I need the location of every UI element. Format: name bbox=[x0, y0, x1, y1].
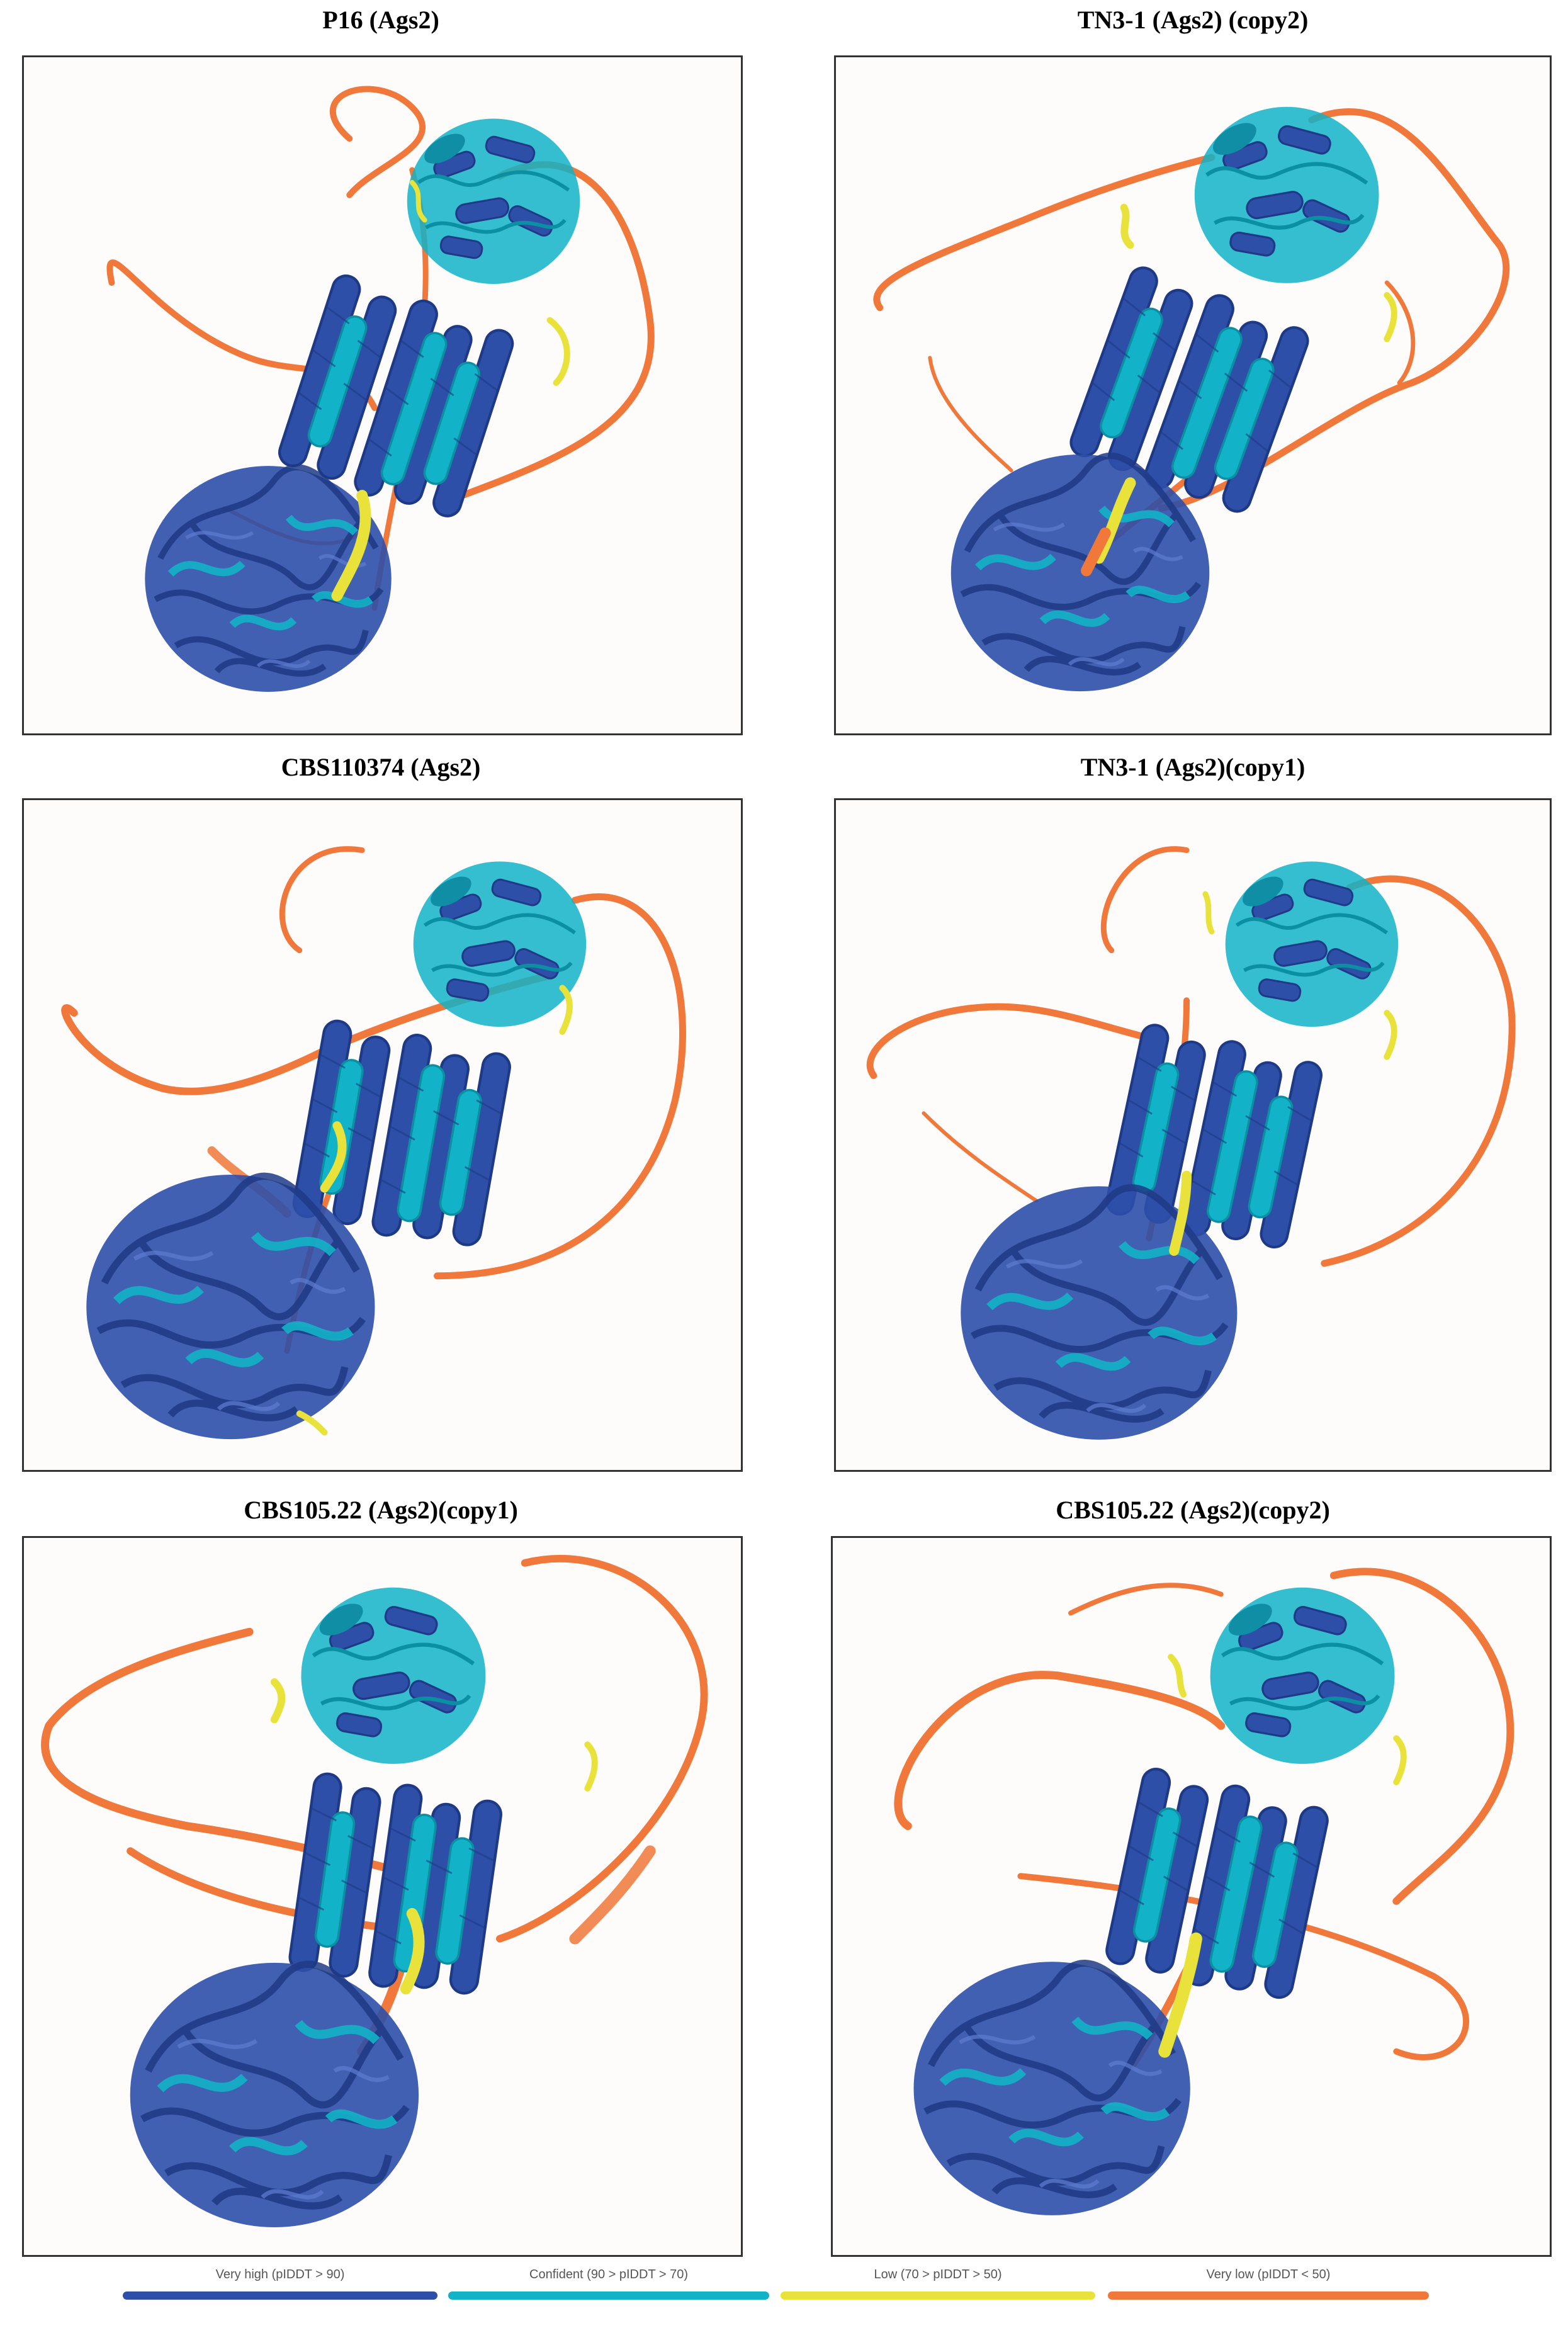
structure-panel-6 bbox=[831, 1536, 1552, 2257]
legend-very-high: Very high (pIDDT > 90) bbox=[123, 2268, 437, 2305]
protein-structure-3 bbox=[61, 846, 686, 1470]
legend-label-confident: Confident (90 > pIDDT > 70) bbox=[529, 2268, 688, 2281]
legend-label-low: Low (70 > pIDDT > 50) bbox=[874, 2268, 1002, 2281]
panel-title-2: TN3-1 (Ags2) (copy2) bbox=[1077, 6, 1309, 34]
panel-title-6: CBS105.22 (Ags2)(copy2) bbox=[1056, 1496, 1330, 1524]
legend-very-low: Very low (pIDDT < 50) bbox=[1108, 2268, 1429, 2305]
structure-panel-2 bbox=[834, 55, 1552, 735]
legend-bar-very-low bbox=[1108, 2291, 1429, 2300]
legend-label-very-high: Very high (pIDDT > 90) bbox=[215, 2268, 345, 2281]
panel-title-1: P16 (Ags2) bbox=[322, 6, 439, 34]
legend-label-very-low: Very low (pIDDT < 50) bbox=[1206, 2268, 1331, 2281]
structure-panel-3 bbox=[22, 798, 743, 1472]
legend-bar-confident bbox=[448, 2291, 769, 2300]
structure-panel-1 bbox=[22, 55, 743, 735]
legend-bar-low bbox=[781, 2291, 1095, 2300]
panel-title-4: TN3-1 (Ags2)(copy1) bbox=[1080, 753, 1306, 781]
legend-low: Low (70 > pIDDT > 50) bbox=[781, 2268, 1095, 2305]
protein-structure-1 bbox=[106, 86, 655, 733]
protein-structure-6 bbox=[894, 1568, 1514, 2255]
structure-panel-4 bbox=[834, 798, 1552, 1472]
protein-structure-2 bbox=[873, 57, 1510, 733]
legend-bar-very-high bbox=[123, 2291, 437, 2300]
panel-title-5: CBS105.22 (Ags2)(copy1) bbox=[244, 1496, 518, 1524]
panel-title-3: CBS110374 (Ags2) bbox=[281, 753, 481, 781]
protein-structure-4 bbox=[866, 846, 1516, 1470]
legend-confident: Confident (90 > pIDDT > 70) bbox=[448, 2268, 769, 2305]
protein-structure-5 bbox=[41, 1554, 708, 2255]
structure-panel-5 bbox=[22, 1536, 743, 2257]
